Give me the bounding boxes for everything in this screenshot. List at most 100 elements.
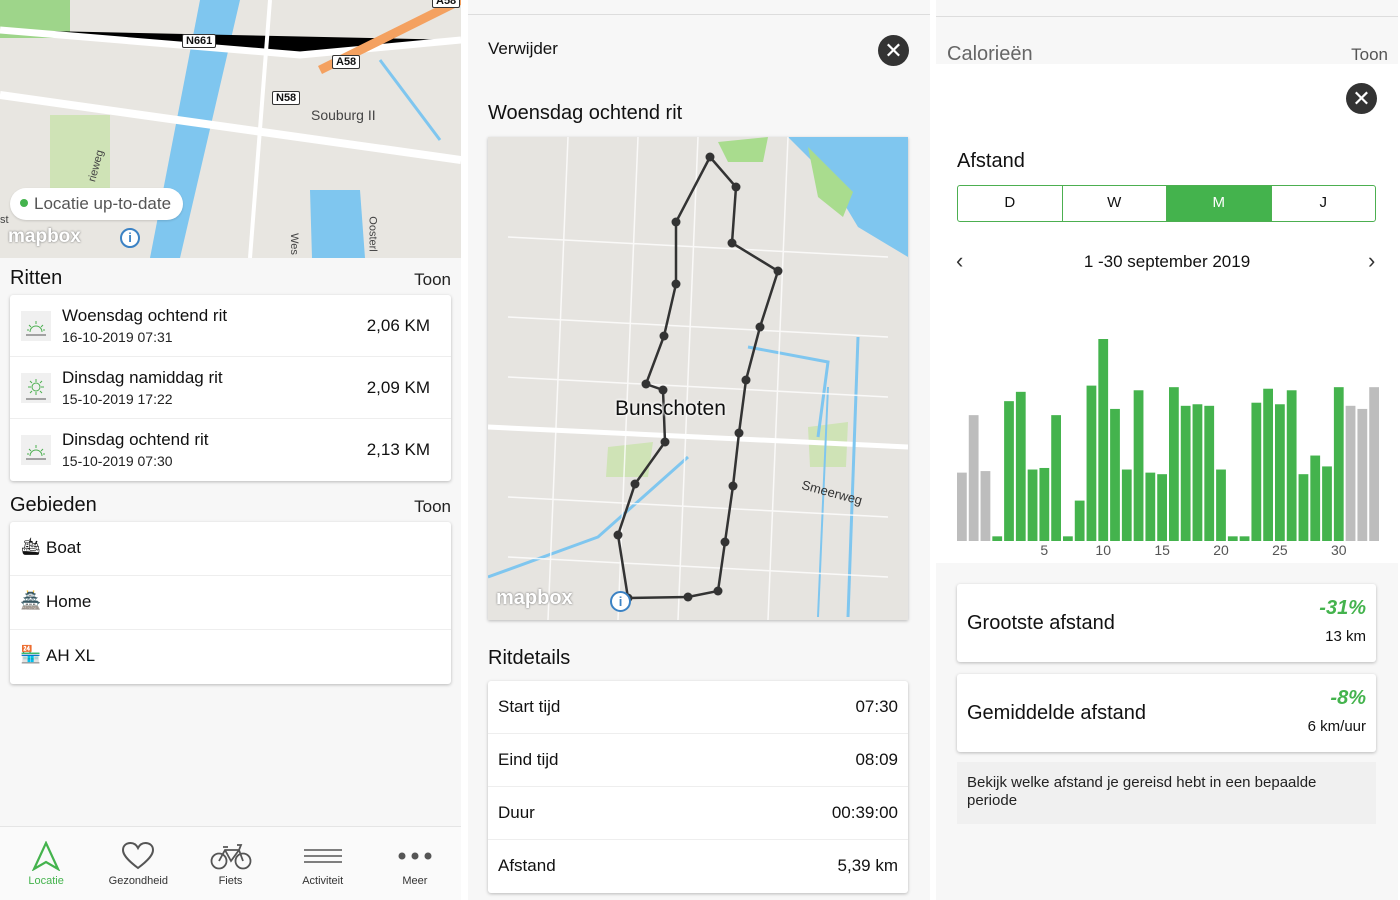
ride-distance: 2,13 KM (366, 440, 430, 459)
area-item[interactable]: 🏯 Home (10, 576, 451, 630)
place-label-souburg: Souburg II (311, 107, 376, 123)
bar-day-15[interactable] (1157, 474, 1167, 541)
ride-name: Dinsdag namiddag rit (62, 368, 223, 387)
bar-day-13[interactable] (1133, 390, 1144, 541)
bar-day-29[interactable] (1322, 466, 1332, 541)
location-panel: N661 A58 A58 N58 Souburg II rieweg Ooste… (0, 0, 461, 900)
segment-w[interactable]: W (1063, 186, 1167, 221)
nav-meer[interactable]: Meer (369, 827, 461, 900)
ride-detail-panel: Verwijder ✕ Woensdag ochtend rit Bunscho… (468, 0, 930, 900)
segment-m[interactable]: M (1167, 186, 1272, 221)
areas-show-button[interactable]: Toon (414, 497, 451, 516)
bar-outside-month[interactable] (1369, 387, 1379, 541)
period-label: 1 -30 september 2019 (1083, 252, 1251, 271)
calories-show-button[interactable]: Toon (1351, 45, 1388, 64)
bar-day-14[interactable] (1145, 472, 1156, 541)
location-map[interactable]: N661 A58 A58 N58 Souburg II rieweg Ooste… (0, 0, 461, 258)
ride-title: Woensdag ochtend rit (488, 102, 683, 124)
route-point (734, 428, 744, 438)
area-emoji-icon: 🏪 (20, 645, 42, 664)
route-map[interactable]: Bunschoten Smeerweg mapbox i (488, 137, 908, 620)
nav-label: Fiets (218, 875, 243, 887)
stat-card: Grootste afstand -31% 13 km (957, 584, 1376, 662)
rides-title: Ritten (10, 267, 63, 289)
nav-activiteit[interactable]: Activiteit (277, 827, 369, 900)
x-tick-label: 20 (1213, 542, 1229, 558)
area-item[interactable]: 🏪 AH XL (10, 630, 451, 684)
bar-day-27[interactable] (1298, 474, 1309, 541)
detail-row: Start tijd 07:30 (488, 681, 908, 734)
bar-day-17[interactable] (1180, 405, 1191, 541)
ride-item[interactable]: Dinsdag namiddag rit 15-10-2019 17:22 2,… (10, 357, 451, 419)
list-lines-icon (303, 849, 342, 863)
info-icon[interactable]: i (120, 228, 140, 248)
info-icon[interactable]: i (610, 591, 631, 612)
nav-gezondheid[interactable]: Gezondheid (92, 827, 184, 900)
ride-date: 15-10-2019 17:22 (62, 391, 173, 407)
next-period-button[interactable]: › (1368, 248, 1376, 273)
bar-outside-month[interactable] (1357, 408, 1368, 541)
bar-day-30[interactable] (1333, 387, 1344, 541)
ride-date: 15-10-2019 07:30 (62, 453, 173, 469)
bar-outside-month[interactable] (968, 415, 979, 541)
route-point (683, 592, 693, 602)
segment-j[interactable]: J (1319, 194, 1328, 211)
bar-day-19[interactable] (1204, 405, 1215, 541)
bar-day-9[interactable] (1086, 385, 1097, 541)
ride-name: Woensdag ochtend rit (62, 306, 228, 325)
detail-value: 07:30 (855, 697, 898, 716)
route-point (659, 331, 669, 341)
area-item[interactable]: 🛳 Boat (10, 522, 451, 576)
mapbox-logo: mapbox (496, 587, 573, 609)
bar-outside-month[interactable] (980, 471, 991, 541)
bar-day-4[interactable] (1027, 469, 1038, 541)
bar-outside-month[interactable] (957, 472, 967, 541)
bar-day-26[interactable] (1286, 390, 1297, 541)
bar-outside-month[interactable] (1345, 405, 1356, 541)
calories-title: Calorieën (947, 43, 1033, 65)
bar-day-16[interactable] (1169, 387, 1179, 541)
close-button[interactable]: ✕ (1346, 83, 1377, 114)
bar-day-1[interactable] (992, 536, 1003, 541)
sunrise-icon (21, 435, 51, 465)
bar-day-8[interactable] (1074, 500, 1085, 541)
bar-day-21[interactable] (1227, 536, 1238, 541)
bar-day-22[interactable] (1239, 536, 1250, 541)
bar-day-23[interactable] (1251, 402, 1262, 541)
x-tick-label: 10 (1095, 542, 1111, 558)
bar-day-24[interactable] (1263, 388, 1273, 541)
bar-day-6[interactable] (1051, 415, 1061, 541)
bar-day-11[interactable] (1110, 408, 1120, 541)
nav-locatie[interactable]: Locatie (0, 827, 92, 900)
detail-label: Afstand (498, 856, 556, 875)
ride-item[interactable]: Woensdag ochtend rit 16-10-2019 07:31 2,… (10, 295, 451, 357)
bar-day-7[interactable] (1063, 536, 1073, 541)
detail-row: Eind tijd 08:09 (488, 734, 908, 787)
ride-item[interactable]: Dinsdag ochtend rit 15-10-2019 07:30 2,1… (10, 419, 451, 481)
close-button[interactable]: ✕ (878, 35, 909, 66)
bar-day-3[interactable] (1015, 391, 1026, 541)
bar-day-28[interactable] (1310, 455, 1321, 541)
bar-day-20[interactable] (1216, 469, 1226, 541)
sun-icon (21, 373, 51, 403)
delete-button[interactable]: Verwijder (488, 39, 558, 58)
segment-d[interactable]: D (958, 186, 1063, 221)
sunrise-icon (21, 311, 51, 341)
ride-distance: 2,06 KM (366, 316, 430, 335)
rides-show-button[interactable]: Toon (414, 270, 451, 289)
route-point (741, 375, 751, 385)
prev-period-button[interactable]: ‹ (956, 248, 964, 273)
nav-fiets[interactable]: Fiets (184, 827, 276, 900)
area-emoji-icon: 🛳 (20, 537, 42, 556)
bar-day-25[interactable] (1275, 404, 1285, 541)
status-dot-icon (20, 199, 28, 207)
bar-day-18[interactable] (1192, 404, 1203, 541)
detail-label: Eind tijd (498, 750, 559, 769)
detail-row: Duur 00:39:00 (488, 787, 908, 840)
bar-day-12[interactable] (1121, 469, 1132, 541)
bar-day-5[interactable] (1039, 467, 1050, 541)
bar-day-2[interactable] (1004, 401, 1014, 541)
bar-day-10[interactable] (1098, 339, 1109, 541)
street-label: st (0, 214, 9, 226)
